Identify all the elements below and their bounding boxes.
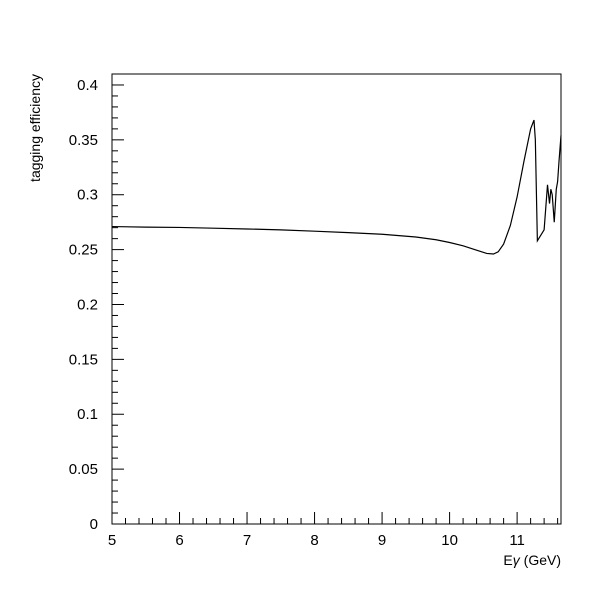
- data-point: [280, 229, 282, 231]
- data-point: [503, 243, 505, 245]
- data-point: [415, 236, 417, 238]
- y-axis-title: tagging efficiency: [27, 74, 43, 182]
- data-point: [533, 119, 535, 121]
- x-tick-label: 8: [310, 532, 318, 549]
- data-point: [530, 128, 532, 130]
- data-point: [555, 188, 557, 190]
- data-point: [314, 230, 316, 232]
- data-point: [549, 203, 551, 205]
- data-point: [523, 161, 525, 163]
- y-tick-label: 0.25: [69, 242, 98, 259]
- data-point: [553, 221, 555, 223]
- y-tick-label: 0.2: [77, 296, 98, 313]
- data-point: [497, 251, 499, 253]
- y-tick-label: 0.05: [69, 461, 98, 478]
- data-point: [145, 226, 147, 228]
- x-axis-title-symbol: γ: [513, 552, 521, 568]
- data-point: [111, 226, 113, 228]
- data-point: [493, 253, 495, 255]
- data-point: [558, 161, 560, 163]
- data-point: [516, 196, 518, 198]
- data-point: [550, 188, 552, 190]
- y-tick-label: 0.1: [77, 406, 98, 423]
- x-tick-label: 7: [243, 532, 251, 549]
- x-axis-title-prefix: E: [503, 552, 512, 568]
- data-point: [246, 228, 248, 230]
- data-point: [547, 184, 549, 186]
- data-point: [551, 194, 553, 196]
- x-axis-title-suffix: (GeV): [520, 552, 561, 568]
- x-tick-label: 11: [509, 532, 525, 549]
- x-axis-ticks: [111, 512, 559, 524]
- data-point: [543, 229, 545, 231]
- data-point: [510, 225, 512, 227]
- y-tick-label: 0.35: [69, 132, 98, 149]
- y-tick-label: 0: [90, 516, 98, 533]
- data-point: [381, 233, 383, 235]
- data-point: [537, 240, 539, 242]
- data-point: [212, 227, 214, 229]
- y-tick-label: 0.15: [69, 351, 98, 368]
- data-point: [179, 227, 181, 229]
- y-tick-label: 0.4: [77, 77, 98, 94]
- data-point: [449, 242, 451, 244]
- series-points: [111, 119, 562, 255]
- x-tick-label: 9: [378, 532, 386, 549]
- data-point: [540, 235, 542, 237]
- x-tick-label: 6: [175, 532, 183, 549]
- y-axis-ticks: [112, 73, 124, 525]
- data-point: [462, 245, 464, 247]
- plot-frame: [111, 73, 562, 525]
- data-point: [535, 139, 537, 141]
- data-point: [348, 232, 350, 234]
- data-point: [486, 253, 488, 255]
- y-axis-tick-labels: 0 0.05 0.1 0.15 0.2 0.25 0.3 0.35 0.4: [69, 77, 98, 533]
- data-point: [476, 249, 478, 251]
- y-tick-label: 0.3: [77, 187, 98, 204]
- data-point: [560, 135, 562, 137]
- data-point: [557, 181, 559, 183]
- data-point: [435, 239, 437, 241]
- series-line: [111, 119, 562, 255]
- x-axis-title: Eγ (GeV): [503, 552, 561, 568]
- x-axis-tick-labels: 5 6 7 8 9 10 11: [108, 532, 525, 549]
- x-tick-label: 5: [108, 532, 116, 549]
- x-tick-label: 10: [441, 532, 458, 549]
